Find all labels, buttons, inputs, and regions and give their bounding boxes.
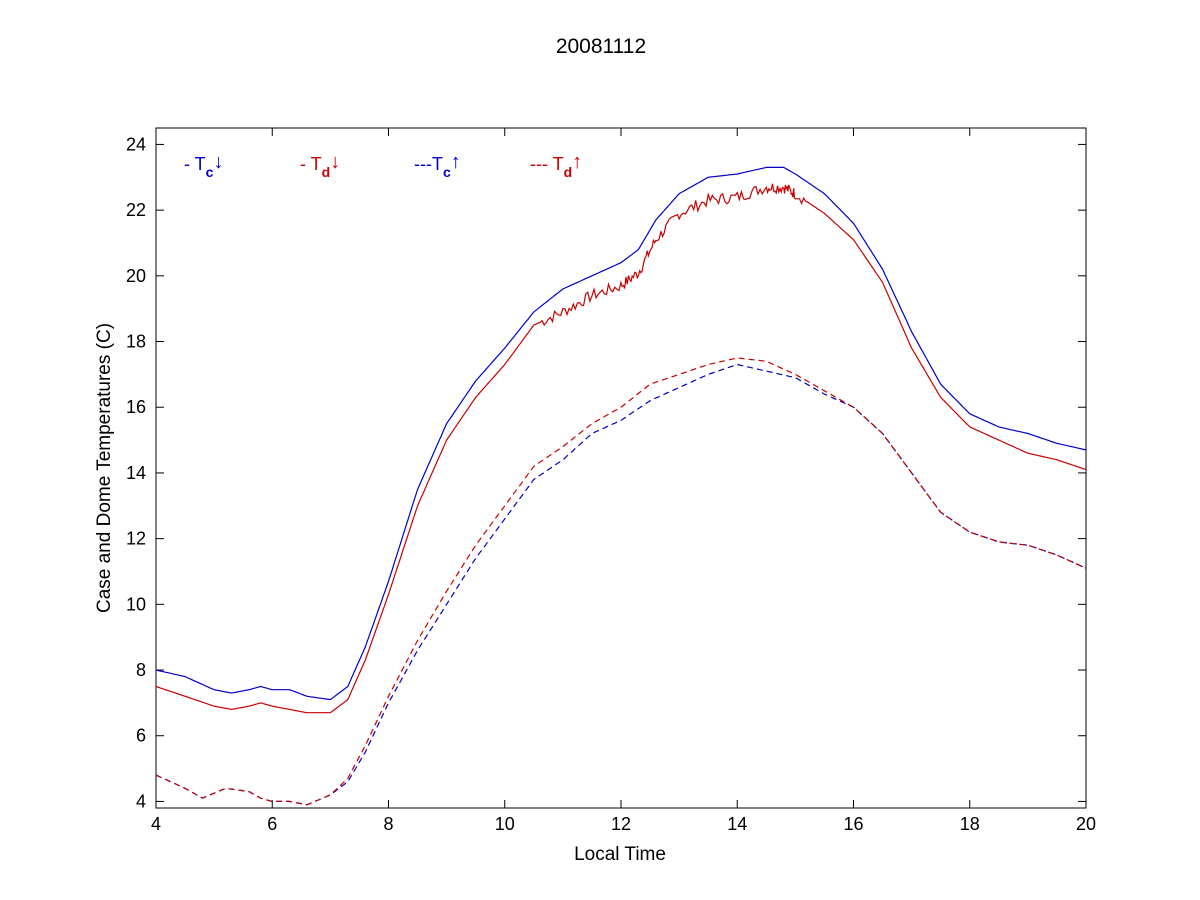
legend-arrow: ↑ [451, 151, 461, 173]
plot-area [155, 127, 1087, 809]
y-tick-label: 6 [136, 726, 146, 746]
legend-entry: --- Td↑ [530, 151, 582, 180]
x-axis-label: Local Time [574, 844, 666, 865]
chart-title: 20081112 [556, 35, 646, 58]
legend-entry: - Tc↓ [184, 151, 223, 180]
y-tick-label: 18 [126, 332, 146, 352]
series-line [155, 357, 1087, 806]
legend-subscript: c [206, 164, 214, 180]
y-axis-ticks: 4 6 8 10 12 14 16 18 20 22 24 [126, 134, 1086, 811]
y-tick-label: 22 [126, 200, 146, 220]
x-tick-label: 16 [843, 814, 863, 834]
series-line [155, 183, 1087, 714]
x-tick-label: 4 [151, 814, 161, 834]
x-tick-label: 10 [495, 814, 515, 834]
y-tick-label: 4 [136, 791, 146, 811]
x-tick-label: 14 [727, 814, 747, 834]
legend-label: --- T [530, 154, 564, 174]
x-tick-label: 6 [267, 814, 277, 834]
y-tick-label: 10 [126, 594, 146, 614]
x-tick-label: 12 [611, 814, 631, 834]
x-tick-label: 20 [1076, 814, 1096, 834]
legend-label: ---T [414, 154, 443, 174]
legend-arrow: ↓ [213, 151, 223, 173]
series-line [155, 166, 1087, 701]
y-tick-label: 12 [126, 529, 146, 549]
x-axis-ticks: 4 6 8 10 12 14 16 18 20 [151, 128, 1096, 834]
legend-label: - T [300, 154, 322, 174]
x-tick-label: 18 [960, 814, 980, 834]
y-axis-label: Case and Dome Temperatures (C) [94, 323, 115, 613]
legend-entry: ---Tc↑ [414, 151, 461, 180]
x-tick-label: 8 [383, 814, 393, 834]
y-tick-label: 20 [126, 266, 146, 286]
y-tick-label: 14 [126, 463, 146, 483]
legend-subscript: c [443, 164, 451, 180]
legend-arrow: ↑ [572, 151, 582, 173]
legend-arrow: ↓ [330, 151, 340, 173]
legend-label: - T [184, 154, 206, 174]
series-layer [155, 166, 1087, 806]
legend-subscript: d [322, 164, 331, 180]
legend-subscript: d [564, 164, 573, 180]
legend: - Tc↓ - Td↓ ---Tc↑ --- Td↑ [184, 151, 582, 180]
y-tick-label: 24 [126, 134, 146, 154]
y-tick-label: 16 [126, 397, 146, 417]
legend-entry: - Td↓ [300, 151, 340, 180]
y-tick-label: 8 [136, 660, 146, 680]
